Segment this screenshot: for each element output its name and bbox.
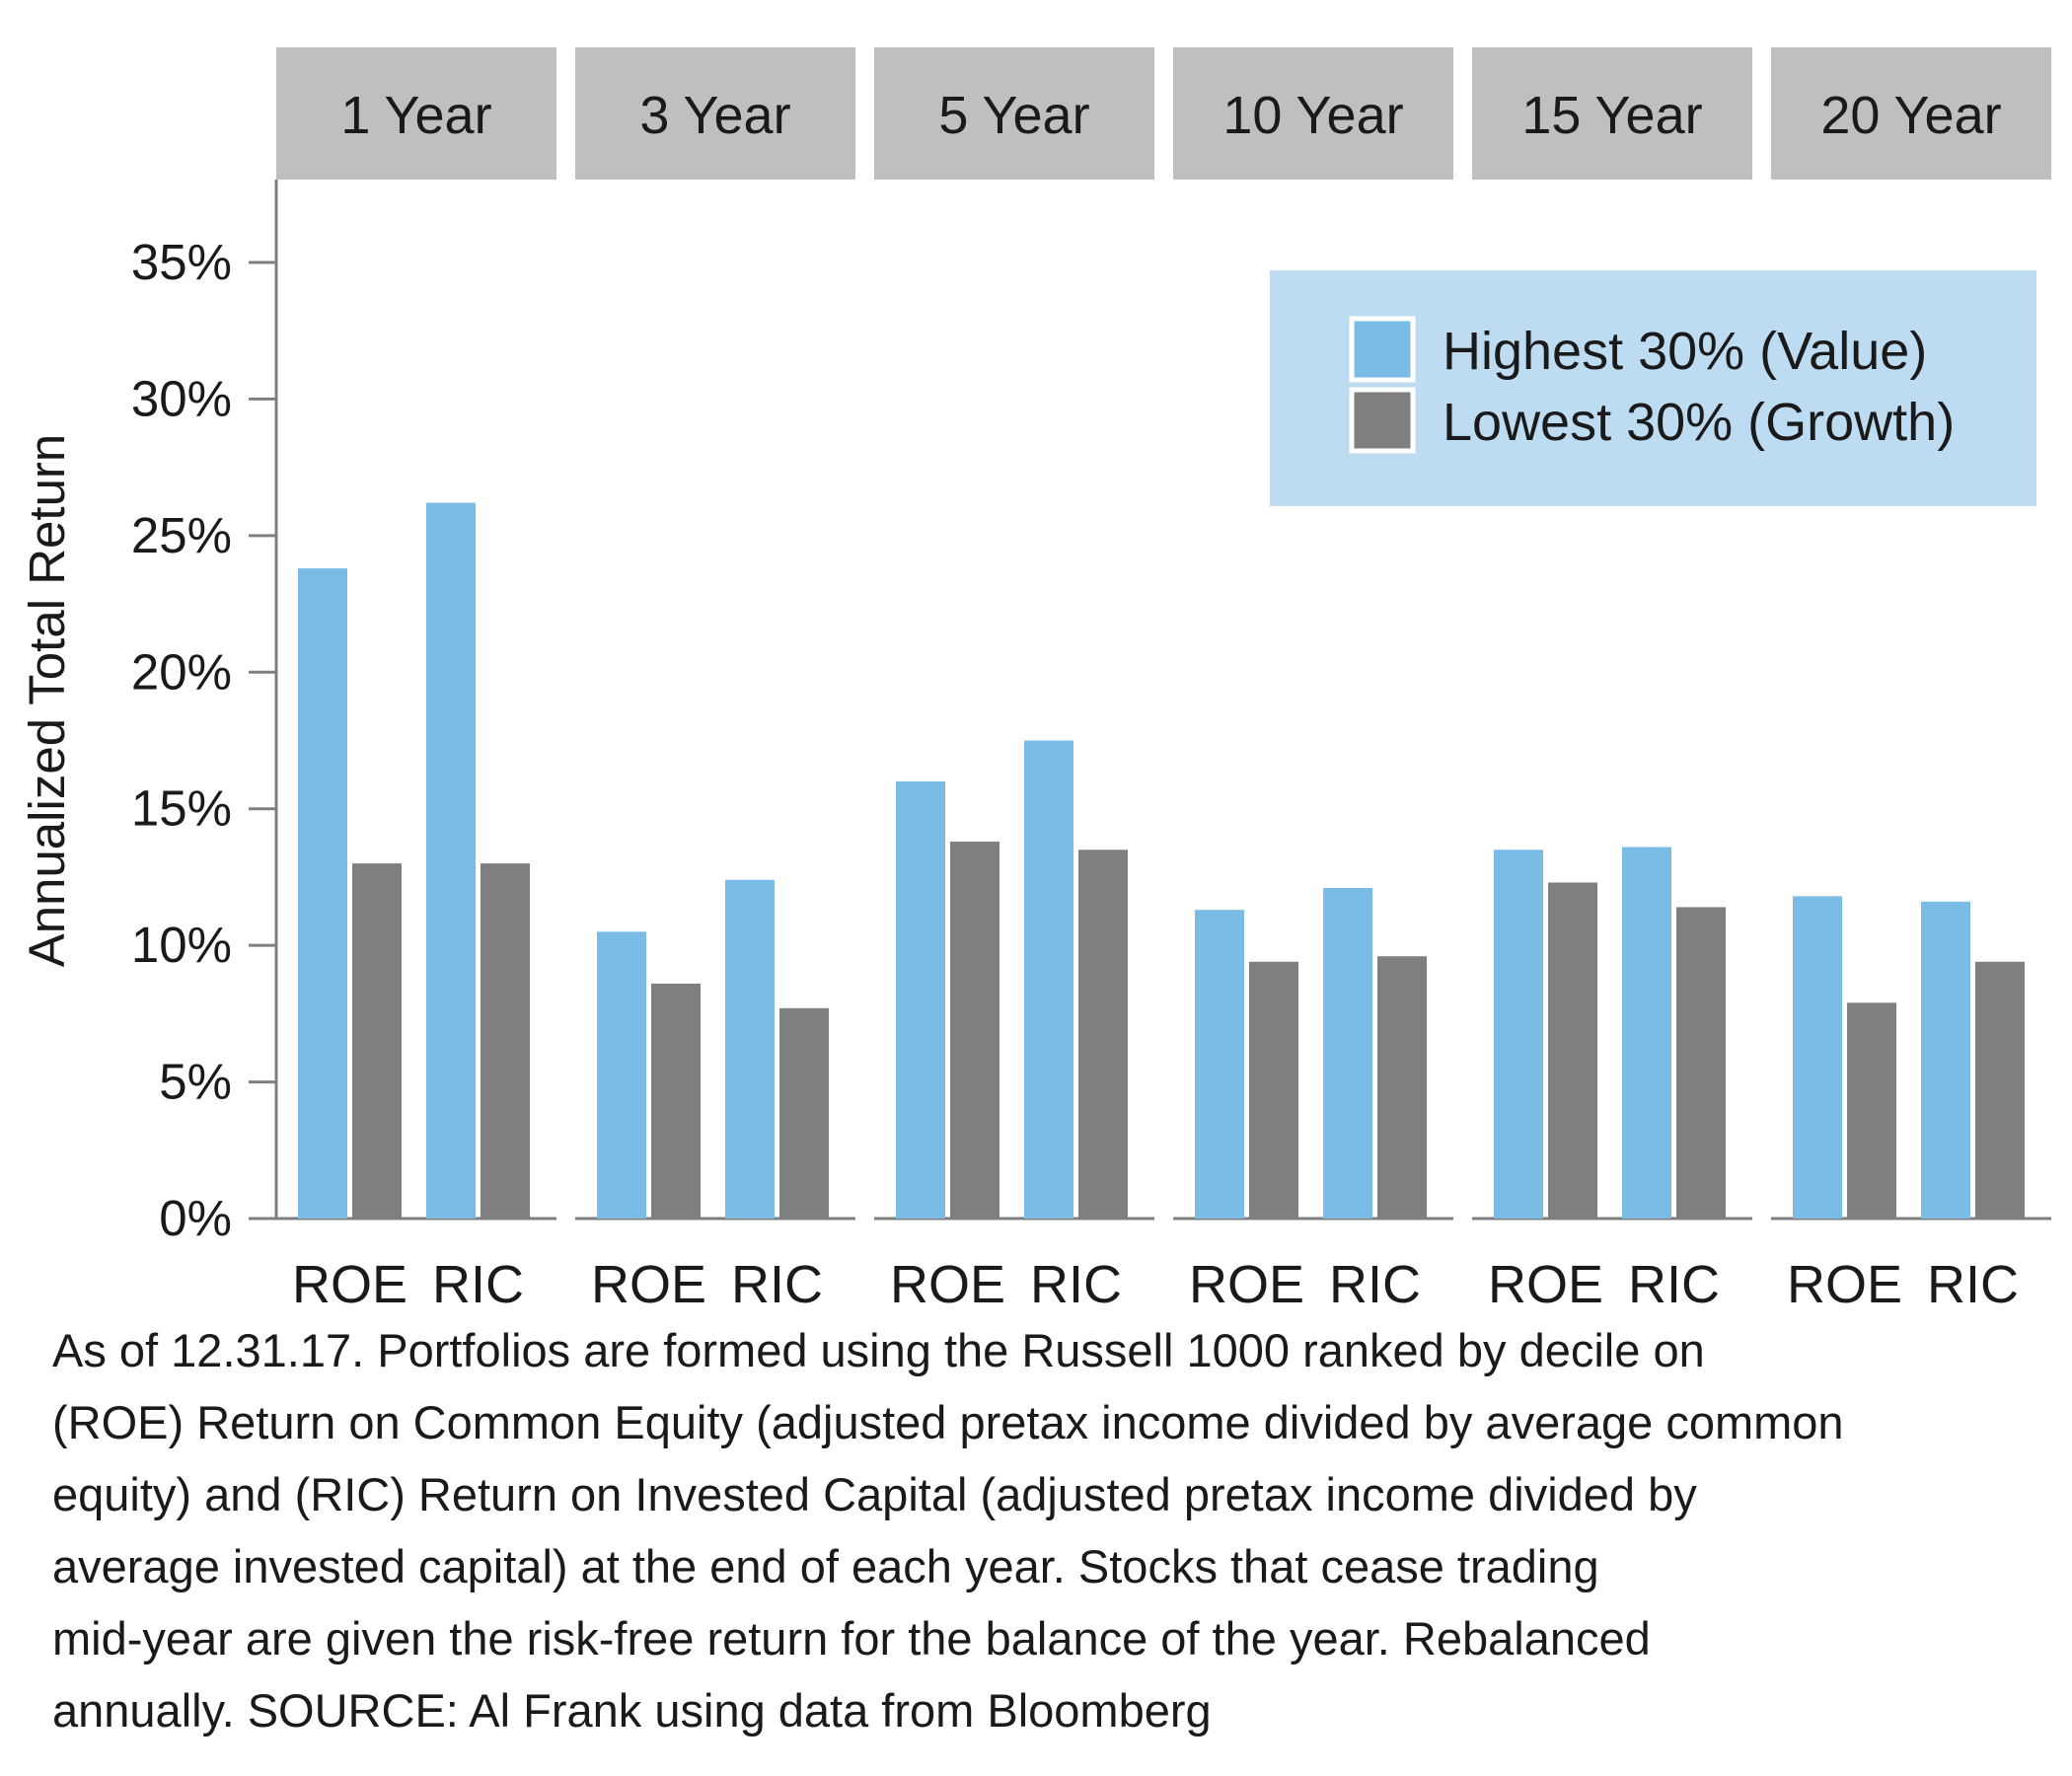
bar-value	[725, 879, 775, 1219]
legend-swatch	[1349, 316, 1416, 383]
bar-growth	[779, 1007, 829, 1219]
y-tick-label: 25%	[131, 507, 232, 563]
panel-header	[874, 47, 1154, 180]
bar-value	[1024, 740, 1073, 1219]
panel-header-label: 5 Year	[938, 86, 1089, 145]
panel-header	[1472, 47, 1752, 180]
panel-header-label: 1 Year	[340, 86, 491, 145]
x-category-label: RIC	[1628, 1255, 1720, 1312]
x-category-label: ROE	[890, 1255, 1005, 1312]
bar-growth	[1975, 961, 2025, 1219]
bar-value	[1494, 850, 1543, 1219]
bar-growth	[1676, 907, 1726, 1219]
footnote-line: (ROE) Return on Common Equity (adjusted …	[52, 1396, 1844, 1448]
x-category-label: RIC	[432, 1255, 524, 1312]
y-axis-label: Annualized Total Return	[19, 434, 75, 968]
legend-label: Lowest 30% (Growth)	[1443, 393, 1955, 452]
bar-value	[1622, 847, 1671, 1219]
x-category-label: RIC	[1030, 1255, 1122, 1312]
footnote-line: mid-year are given the risk-free return …	[52, 1612, 1651, 1665]
panel-header-label: 3 Year	[639, 86, 790, 145]
bar-value	[298, 568, 347, 1219]
bar-value	[1793, 896, 1842, 1219]
x-category-label: RIC	[1927, 1255, 2019, 1312]
y-tick-label: 15%	[131, 780, 232, 837]
footnote-line: equity) and (RIC) Return on Invested Cap…	[52, 1468, 1697, 1520]
footnote-line: As of 12.31.17. Portfolios are formed us…	[52, 1324, 1705, 1376]
bar-value	[1195, 910, 1244, 1219]
panel-header-label: 15 Year	[1521, 86, 1702, 145]
bar-value	[1921, 901, 1970, 1219]
bar-chart: 1 Year 3 Year 5 Year 10 Year 15 Year 20 Year 0…	[19, 47, 2051, 1312]
x-category-label: ROE	[1787, 1255, 1902, 1312]
bar-value	[896, 781, 945, 1219]
x-category-label: RIC	[1329, 1255, 1421, 1312]
panel-header	[1173, 47, 1453, 180]
legend-label: Highest 30% (Value)	[1443, 322, 1927, 381]
x-category-label: ROE	[1189, 1255, 1304, 1312]
bar-growth	[1078, 850, 1128, 1219]
y-tick-label: 0%	[159, 1190, 232, 1246]
y-tick-label: 30%	[131, 370, 232, 426]
x-category-label: ROE	[1488, 1255, 1603, 1312]
x-category-label: ROE	[591, 1255, 706, 1312]
bar-growth	[1548, 882, 1597, 1219]
panel-header	[1771, 47, 2051, 180]
bar-growth	[651, 983, 701, 1219]
y-tick-label: 5%	[159, 1054, 232, 1110]
x-category-label: ROE	[292, 1255, 407, 1312]
bar-growth	[1249, 961, 1298, 1219]
bar-value	[426, 502, 476, 1219]
bar-growth	[1377, 956, 1427, 1219]
footnote: As of 12.31.17. Portfolios are formed us…	[52, 1314, 2026, 1746]
y-tick-label: 10%	[131, 917, 232, 973]
bar-growth	[950, 841, 999, 1219]
footnote-line: annually. SOURCE: Al Frank using data fr…	[52, 1684, 1212, 1737]
bar-growth	[352, 863, 402, 1219]
panel-header-label: 20 Year	[1820, 86, 2001, 145]
x-category-label: RIC	[731, 1255, 823, 1312]
legend-swatch	[1349, 387, 1416, 454]
panel-header	[575, 47, 855, 180]
bar-growth	[1847, 1002, 1896, 1219]
bar-value	[597, 931, 646, 1219]
bar-growth	[481, 863, 530, 1219]
y-tick-label: 35%	[131, 234, 232, 290]
y-tick-label: 20%	[131, 643, 232, 700]
panel-header	[276, 47, 556, 180]
bar-value	[1323, 888, 1372, 1219]
panel-header-label: 10 Year	[1222, 86, 1403, 145]
footnote-line: average invested capital) at the end of …	[52, 1540, 1599, 1592]
